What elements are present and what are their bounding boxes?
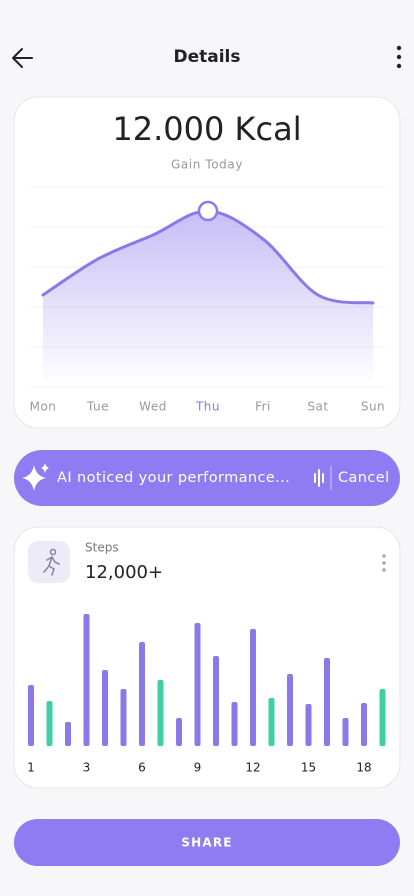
bar [379,689,386,746]
bar [231,702,238,746]
bar [250,629,256,746]
bar [324,658,330,746]
bar [120,689,127,746]
calories-subtitle: Gain Today [171,158,243,172]
steps-label: Steps [85,541,119,555]
x-tick-label: 12 [245,761,260,775]
bar [65,722,71,746]
x-tick-label: Mon [30,400,57,414]
share-button[interactable] [14,819,400,866]
sparkle-icon [22,463,49,491]
ai-banner[interactable] [14,450,400,506]
menu-button[interactable] [396,45,402,69]
x-tick-label: 15 [301,761,316,775]
x-tick-label: 18 [356,761,371,775]
run-icon [43,548,60,576]
bar [287,674,293,746]
bar [194,623,201,746]
bar [342,718,349,746]
page-title: Details [173,47,240,67]
x-tick-label: Tue [86,400,109,414]
x-tick-label: 3 [83,761,91,775]
banner-text: AI noticed your performance... [57,470,290,486]
bar [305,704,312,746]
calories-amount: 12.000 Kcal [112,110,301,148]
voice-icon[interactable] [314,469,324,487]
x-tick-label: 1 [27,761,35,775]
x-tick-label: Thu [195,400,220,414]
bar [268,698,275,746]
x-tick-label: 9 [194,761,202,775]
cancel-button[interactable]: Cancel [338,470,390,486]
steps-icon-box [28,541,70,583]
bar-chart: 1 3 6 9 12 15 18 [27,614,386,775]
card-menu[interactable] [382,554,386,572]
bar [83,614,90,746]
area [43,210,373,387]
x-tick-label: Sun [361,400,385,414]
bar [102,670,108,746]
bar [46,701,53,746]
bar [28,685,34,746]
line-chart: Mon Tue Wed Thu Fri Sat Sun [30,186,386,414]
bar [176,718,182,746]
back-button[interactable] [12,48,33,68]
x-tick-label: Fri [255,400,271,414]
bar [157,680,164,746]
steps-card [13,526,401,789]
share-label: SHARE [181,836,232,850]
bar [213,656,219,746]
bar [139,642,145,746]
x-tick-label: Sat [307,400,328,414]
highlight-point [197,200,219,222]
steps-amount: 12,000+ [85,562,163,583]
x-tick-label: 6 [138,761,146,775]
bar [361,703,367,746]
x-tick-label: Wed [139,400,167,414]
